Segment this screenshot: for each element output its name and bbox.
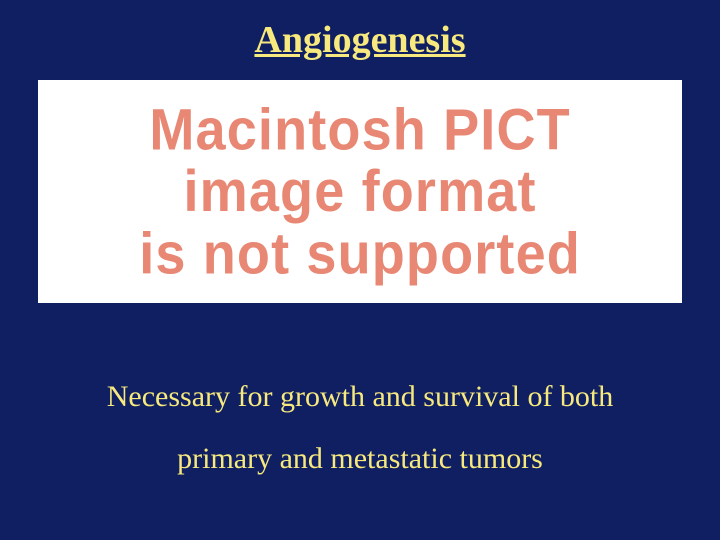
placeholder-line-2: image format (183, 158, 536, 224)
placeholder-line-1: Macintosh PICT (149, 96, 571, 162)
image-placeholder-box: Macintosh PICT image format is not suppo… (38, 80, 682, 303)
slide-container: Angiogenesis Macintosh PICT image format… (0, 0, 720, 540)
body-text-line-1: Necessary for growth and survival of bot… (0, 380, 720, 414)
placeholder-line-3: is not supported (139, 220, 581, 286)
placeholder-message: Macintosh PICT image format is not suppo… (139, 99, 581, 284)
slide-title: Angiogenesis (254, 18, 465, 62)
body-text-line-2: primary and metastatic tumors (0, 442, 720, 476)
